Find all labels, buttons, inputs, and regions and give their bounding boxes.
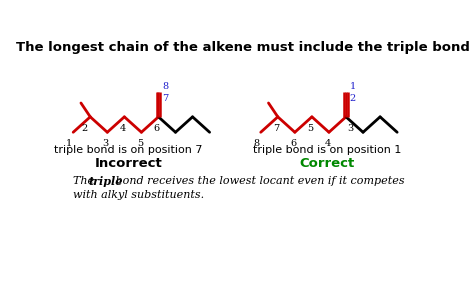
Text: bond receives the lowest locant even if it competes: bond receives the lowest locant even if … — [112, 176, 405, 186]
Text: 4: 4 — [324, 139, 330, 148]
Text: 8: 8 — [253, 139, 259, 148]
Text: Correct: Correct — [300, 157, 355, 170]
Text: 3: 3 — [347, 124, 353, 133]
Text: triple: triple — [89, 176, 123, 187]
Text: 5: 5 — [137, 139, 143, 148]
Text: The: The — [73, 176, 98, 186]
Text: The longest chain of the alkene must include the triple bond: The longest chain of the alkene must inc… — [16, 41, 470, 54]
Text: 8: 8 — [162, 82, 168, 91]
Text: Incorrect: Incorrect — [94, 157, 162, 170]
Text: 2: 2 — [82, 124, 88, 133]
Text: 7: 7 — [273, 124, 279, 133]
Text: 1: 1 — [350, 82, 356, 91]
Text: 4: 4 — [119, 124, 126, 133]
Text: 3: 3 — [103, 139, 109, 148]
Text: 1: 1 — [65, 139, 72, 148]
Text: 7: 7 — [162, 94, 169, 103]
Text: 6: 6 — [290, 139, 296, 148]
Text: 6: 6 — [153, 124, 159, 133]
Text: triple bond is on position 1: triple bond is on position 1 — [253, 145, 401, 155]
Text: 2: 2 — [350, 94, 356, 103]
Text: with alkyl substituents.: with alkyl substituents. — [73, 190, 204, 200]
Text: triple bond is on position 7: triple bond is on position 7 — [54, 145, 202, 155]
Text: 5: 5 — [307, 124, 313, 133]
